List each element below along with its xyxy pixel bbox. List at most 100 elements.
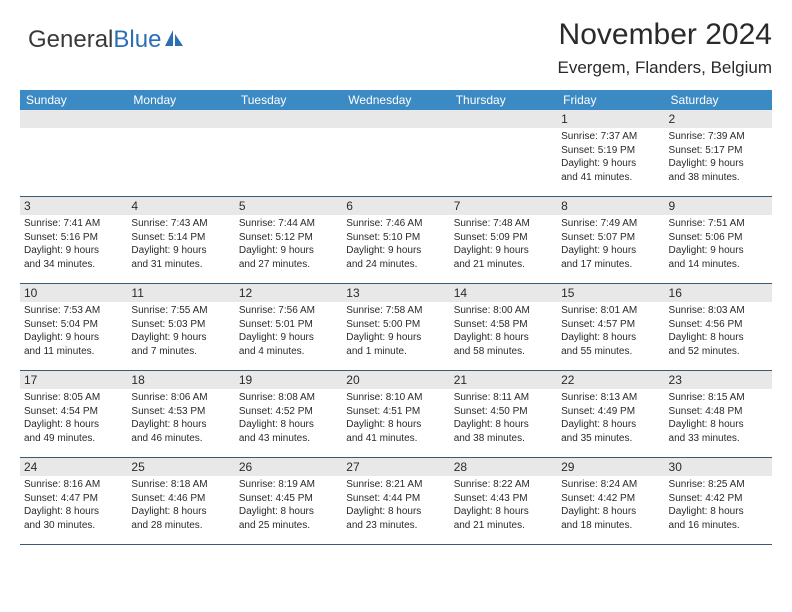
- title-block: November 2024 Evergem, Flanders, Belgium: [558, 18, 772, 78]
- daylight-line: and 4 minutes.: [239, 345, 338, 359]
- sunrise-line: Sunrise: 8:22 AM: [454, 478, 553, 492]
- day-number: [235, 110, 342, 128]
- day-cell: 10Sunrise: 7:53 AMSunset: 5:04 PMDayligh…: [20, 284, 127, 370]
- day-content: [20, 128, 127, 196]
- sunrise-line: Sunrise: 8:16 AM: [24, 478, 123, 492]
- sunset-line: Sunset: 5:04 PM: [24, 318, 123, 332]
- day-content: Sunrise: 8:03 AMSunset: 4:56 PMDaylight:…: [665, 302, 772, 362]
- sunset-line: Sunset: 5:12 PM: [239, 231, 338, 245]
- day-number: 16: [665, 284, 772, 302]
- sunset-line: Sunset: 5:03 PM: [131, 318, 230, 332]
- day-number: [342, 110, 449, 128]
- sunrise-line: Sunrise: 8:21 AM: [346, 478, 445, 492]
- day-content: Sunrise: 7:53 AMSunset: 5:04 PMDaylight:…: [20, 302, 127, 362]
- daylight-line: Daylight: 9 hours: [561, 244, 660, 258]
- daylight-line: and 18 minutes.: [561, 519, 660, 533]
- day-content: [450, 128, 557, 196]
- daylight-line: and 52 minutes.: [669, 345, 768, 359]
- day-cell: 3Sunrise: 7:41 AMSunset: 5:16 PMDaylight…: [20, 197, 127, 283]
- sunset-line: Sunset: 5:01 PM: [239, 318, 338, 332]
- sunrise-line: Sunrise: 7:48 AM: [454, 217, 553, 231]
- header: GeneralBlue November 2024 Evergem, Fland…: [20, 18, 772, 78]
- day-number: 29: [557, 458, 664, 476]
- day-content: Sunrise: 8:18 AMSunset: 4:46 PMDaylight:…: [127, 476, 234, 536]
- sunset-line: Sunset: 5:17 PM: [669, 144, 768, 158]
- day-cell: 22Sunrise: 8:13 AMSunset: 4:49 PMDayligh…: [557, 371, 664, 457]
- day-number: 19: [235, 371, 342, 389]
- day-number: 13: [342, 284, 449, 302]
- day-content: Sunrise: 7:51 AMSunset: 5:06 PMDaylight:…: [665, 215, 772, 275]
- daylight-line: and 35 minutes.: [561, 432, 660, 446]
- sunrise-line: Sunrise: 8:08 AM: [239, 391, 338, 405]
- daylight-line: Daylight: 9 hours: [239, 331, 338, 345]
- day-content: [342, 128, 449, 196]
- daylight-line: and 14 minutes.: [669, 258, 768, 272]
- day-number: [127, 110, 234, 128]
- daylight-line: and 21 minutes.: [454, 519, 553, 533]
- day-cell: 19Sunrise: 8:08 AMSunset: 4:52 PMDayligh…: [235, 371, 342, 457]
- daylight-line: and 49 minutes.: [24, 432, 123, 446]
- sunset-line: Sunset: 4:58 PM: [454, 318, 553, 332]
- day-header-sun: Sunday: [20, 90, 127, 110]
- daylight-line: Daylight: 9 hours: [131, 331, 230, 345]
- logo: GeneralBlue: [20, 18, 185, 54]
- location: Evergem, Flanders, Belgium: [558, 58, 772, 78]
- day-content: Sunrise: 7:56 AMSunset: 5:01 PMDaylight:…: [235, 302, 342, 362]
- daylight-line: and 41 minutes.: [346, 432, 445, 446]
- day-content: Sunrise: 8:05 AMSunset: 4:54 PMDaylight:…: [20, 389, 127, 449]
- day-content: [127, 128, 234, 196]
- month-title: November 2024: [558, 18, 772, 52]
- day-number: 18: [127, 371, 234, 389]
- daylight-line: Daylight: 8 hours: [346, 418, 445, 432]
- day-content: Sunrise: 8:11 AMSunset: 4:50 PMDaylight:…: [450, 389, 557, 449]
- day-content: Sunrise: 8:10 AMSunset: 4:51 PMDaylight:…: [342, 389, 449, 449]
- day-content: Sunrise: 8:19 AMSunset: 4:45 PMDaylight:…: [235, 476, 342, 536]
- day-cell: 11Sunrise: 7:55 AMSunset: 5:03 PMDayligh…: [127, 284, 234, 370]
- sunrise-line: Sunrise: 8:10 AM: [346, 391, 445, 405]
- day-cell: 21Sunrise: 8:11 AMSunset: 4:50 PMDayligh…: [450, 371, 557, 457]
- daylight-line: Daylight: 8 hours: [669, 505, 768, 519]
- daylight-line: Daylight: 8 hours: [24, 505, 123, 519]
- daylight-line: and 23 minutes.: [346, 519, 445, 533]
- day-number: 7: [450, 197, 557, 215]
- day-number: 17: [20, 371, 127, 389]
- day-cell: 15Sunrise: 8:01 AMSunset: 4:57 PMDayligh…: [557, 284, 664, 370]
- day-cell: [342, 110, 449, 196]
- sunset-line: Sunset: 5:19 PM: [561, 144, 660, 158]
- day-cell: [127, 110, 234, 196]
- day-content: Sunrise: 7:37 AMSunset: 5:19 PMDaylight:…: [557, 128, 664, 188]
- daylight-line: and 24 minutes.: [346, 258, 445, 272]
- day-number: 24: [20, 458, 127, 476]
- week-row: 1Sunrise: 7:37 AMSunset: 5:19 PMDaylight…: [20, 110, 772, 197]
- sunrise-line: Sunrise: 8:05 AM: [24, 391, 123, 405]
- day-content: Sunrise: 7:48 AMSunset: 5:09 PMDaylight:…: [450, 215, 557, 275]
- day-number: 23: [665, 371, 772, 389]
- day-number: 28: [450, 458, 557, 476]
- sunset-line: Sunset: 4:54 PM: [24, 405, 123, 419]
- daylight-line: and 41 minutes.: [561, 171, 660, 185]
- daylight-line: and 38 minutes.: [669, 171, 768, 185]
- day-number: 14: [450, 284, 557, 302]
- day-cell: 25Sunrise: 8:18 AMSunset: 4:46 PMDayligh…: [127, 458, 234, 544]
- sunset-line: Sunset: 4:47 PM: [24, 492, 123, 506]
- day-content: Sunrise: 7:41 AMSunset: 5:16 PMDaylight:…: [20, 215, 127, 275]
- daylight-line: and 43 minutes.: [239, 432, 338, 446]
- sunset-line: Sunset: 4:50 PM: [454, 405, 553, 419]
- day-number: 26: [235, 458, 342, 476]
- sunset-line: Sunset: 4:51 PM: [346, 405, 445, 419]
- day-content: Sunrise: 7:43 AMSunset: 5:14 PMDaylight:…: [127, 215, 234, 275]
- day-cell: 27Sunrise: 8:21 AMSunset: 4:44 PMDayligh…: [342, 458, 449, 544]
- sunrise-line: Sunrise: 7:49 AM: [561, 217, 660, 231]
- day-cell: 18Sunrise: 8:06 AMSunset: 4:53 PMDayligh…: [127, 371, 234, 457]
- day-number: 8: [557, 197, 664, 215]
- day-header-tue: Tuesday: [235, 90, 342, 110]
- sunrise-line: Sunrise: 7:58 AM: [346, 304, 445, 318]
- sunset-line: Sunset: 4:52 PM: [239, 405, 338, 419]
- day-number: 5: [235, 197, 342, 215]
- sunrise-line: Sunrise: 7:53 AM: [24, 304, 123, 318]
- sunrise-line: Sunrise: 8:18 AM: [131, 478, 230, 492]
- daylight-line: Daylight: 9 hours: [239, 244, 338, 258]
- daylight-line: Daylight: 8 hours: [131, 418, 230, 432]
- sunset-line: Sunset: 4:49 PM: [561, 405, 660, 419]
- day-cell: [450, 110, 557, 196]
